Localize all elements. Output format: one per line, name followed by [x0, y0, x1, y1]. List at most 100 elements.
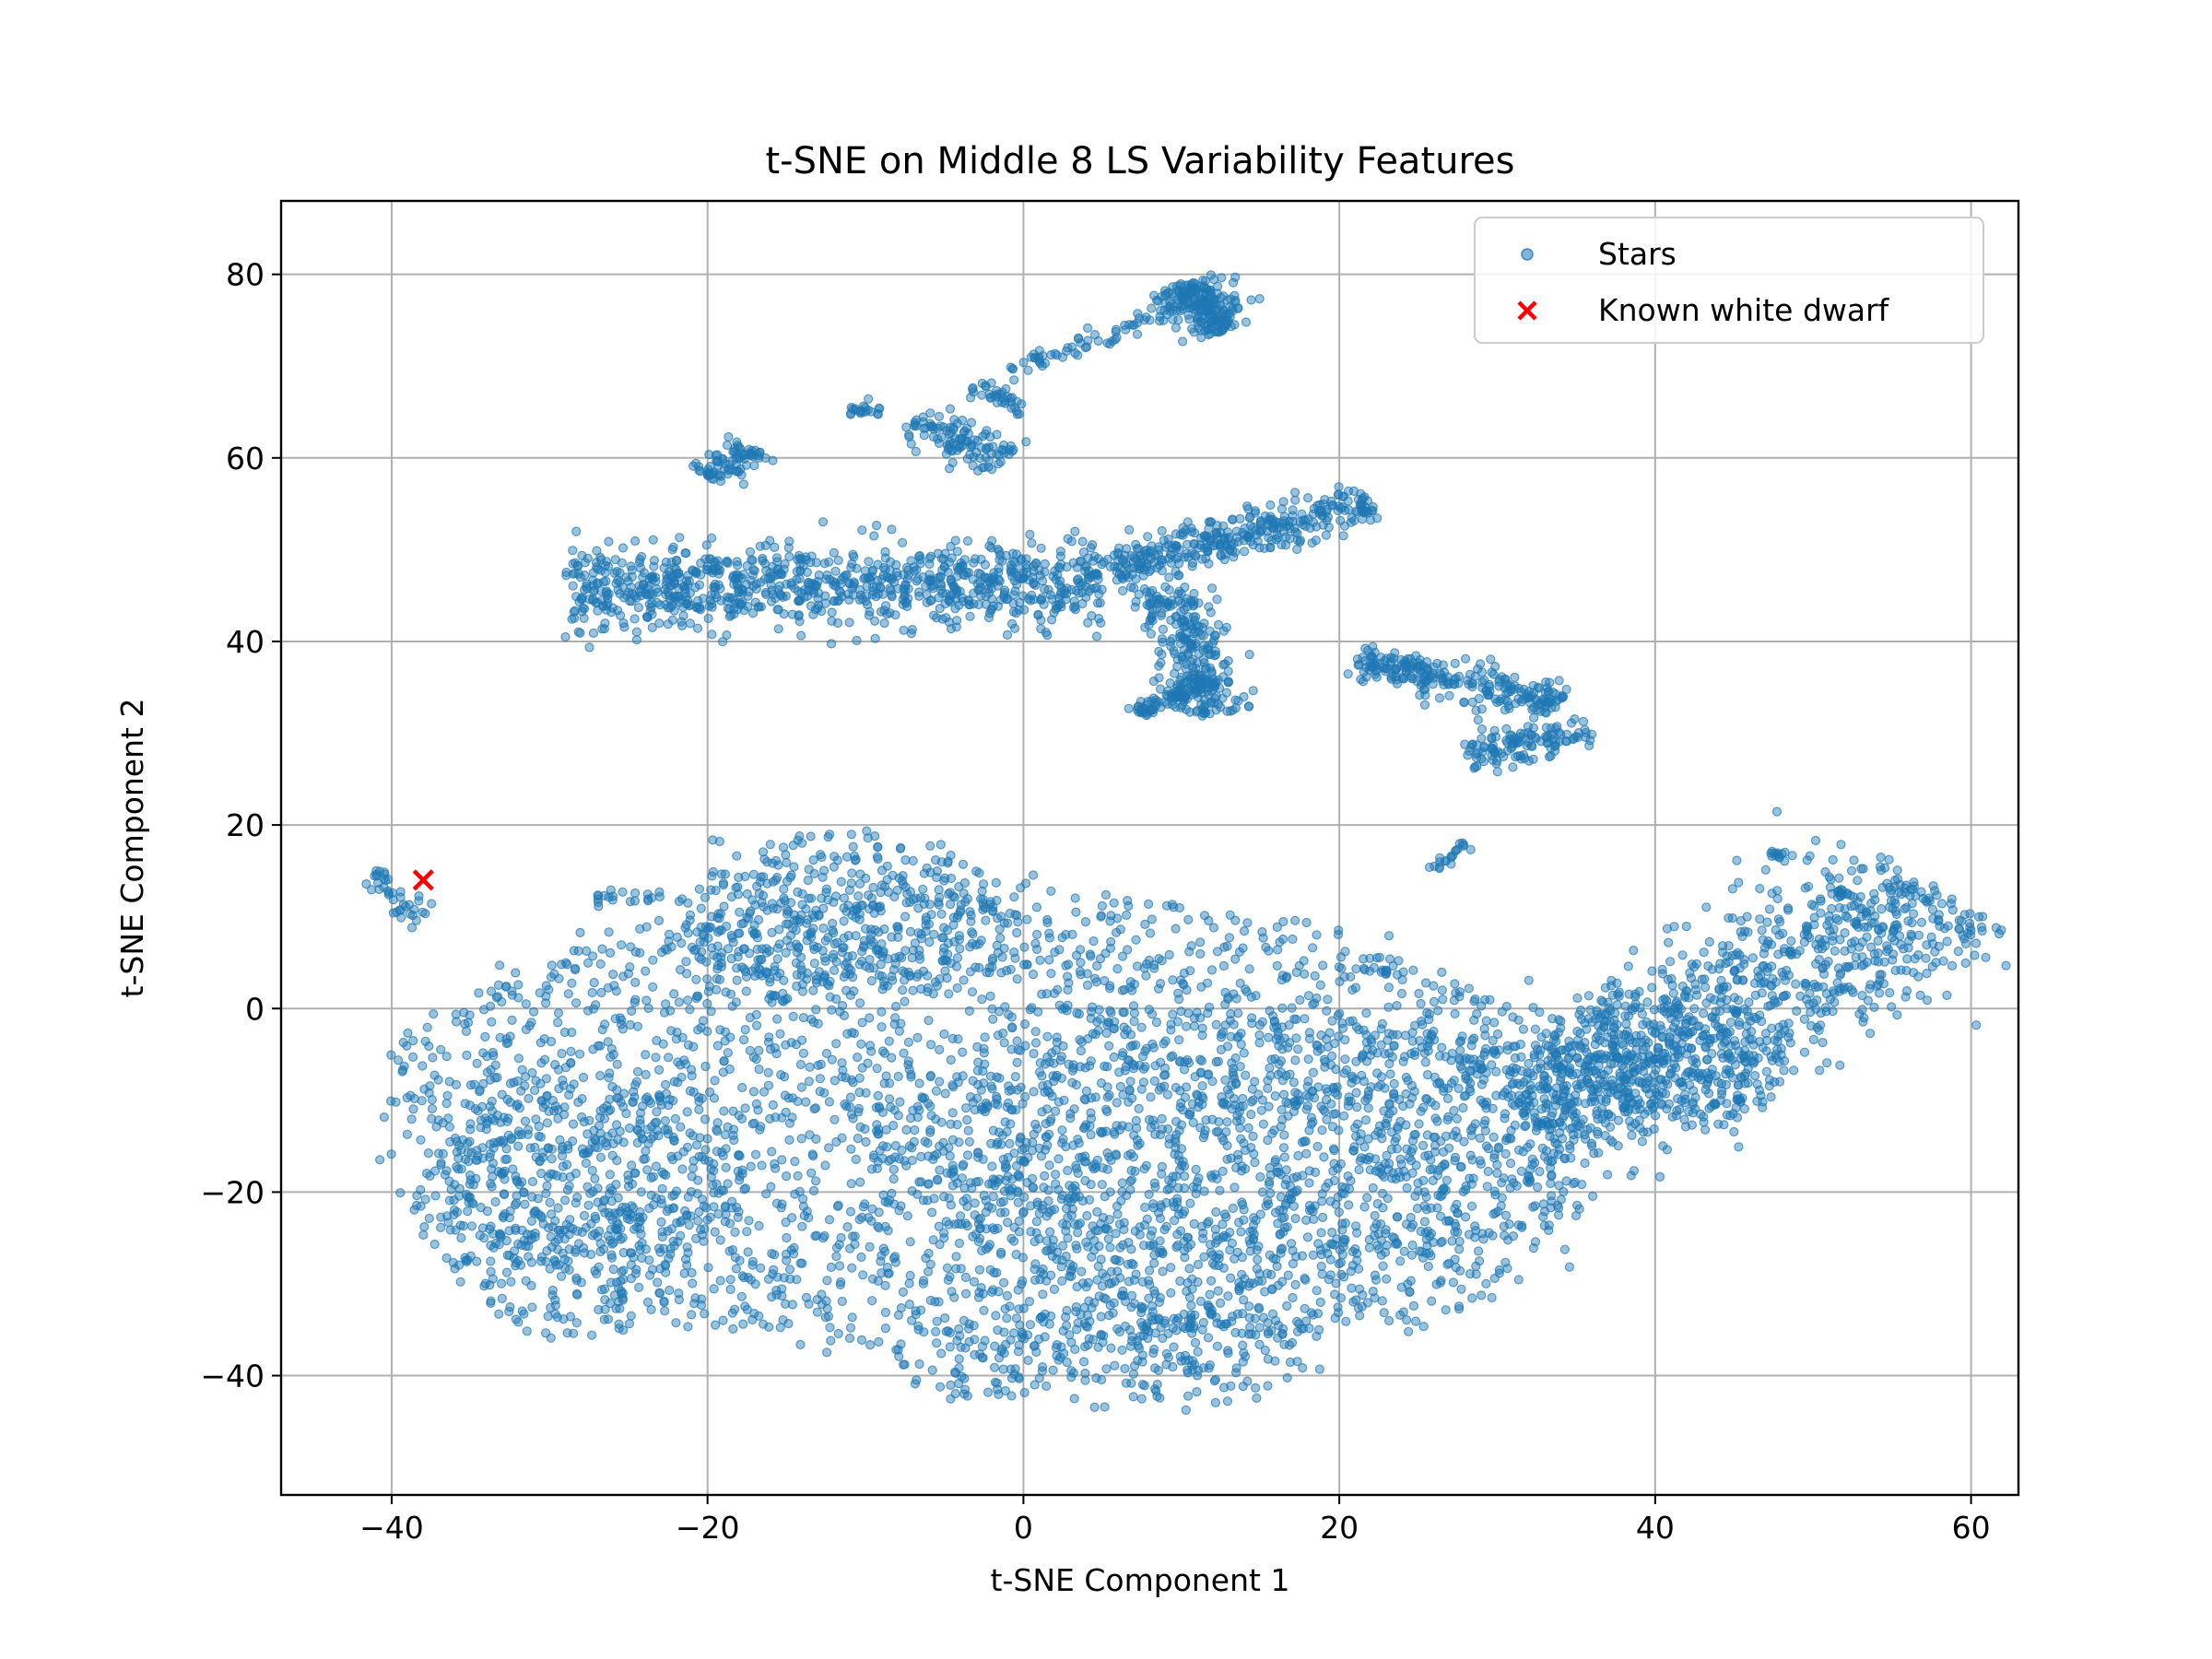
star-point: [1038, 1264, 1048, 1275]
star-point: [1359, 1025, 1369, 1035]
star-point: [1139, 1164, 1149, 1174]
star-point: [1002, 1218, 1013, 1228]
star-point: [877, 1153, 888, 1164]
star-point: [962, 1150, 973, 1160]
star-point: [540, 1328, 551, 1338]
star-point: [761, 1189, 771, 1199]
star-point: [923, 1266, 934, 1277]
star-point: [677, 1072, 687, 1082]
star-point: [1090, 1029, 1100, 1040]
star-point: [947, 1080, 958, 1090]
star-point: [759, 872, 769, 882]
star-point: [1235, 1061, 1245, 1072]
star-point: [1136, 1022, 1147, 1032]
star-point: [1123, 945, 1133, 955]
star-point: [1135, 1230, 1145, 1240]
star-point: [844, 1243, 855, 1253]
star-point: [856, 1039, 866, 1049]
star-point: [549, 1059, 560, 1070]
star-point: [795, 1059, 806, 1070]
star-point: [1580, 1158, 1590, 1169]
star-point: [1559, 1153, 1570, 1163]
star-point: [1568, 1179, 1579, 1189]
star-point: [1339, 1068, 1349, 1078]
star-point: [1157, 1161, 1168, 1172]
star-point: [627, 1248, 637, 1258]
star-point: [1012, 927, 1022, 938]
star-point: [963, 1125, 973, 1135]
star-point: [796, 1082, 807, 1092]
star-point: [625, 962, 635, 972]
star-point: [1242, 1376, 1253, 1386]
star-point: [1141, 971, 1151, 981]
star-point: [935, 1165, 945, 1175]
star-point: [1161, 900, 1172, 911]
star-point: [881, 1124, 891, 1135]
star-point: [699, 1201, 709, 1211]
star-point: [1238, 1199, 1248, 1210]
star-point: [822, 1303, 832, 1314]
star-point: [1375, 1080, 1386, 1090]
star-point: [1346, 1175, 1356, 1186]
star-point: [568, 1223, 578, 1234]
star-point: [854, 1087, 865, 1098]
star-point: [1467, 1293, 1477, 1303]
star-point: [1317, 1212, 1328, 1223]
star-point: [1689, 1004, 1700, 1014]
star-point: [1250, 1158, 1260, 1168]
star-point: [741, 971, 752, 982]
star-point: [1471, 1269, 1481, 1279]
star-point: [782, 857, 792, 868]
star-point: [1144, 1265, 1155, 1276]
star-point: [639, 1154, 649, 1164]
star-point: [1547, 1156, 1558, 1166]
star-point: [1086, 1013, 1096, 1024]
star-point: [1106, 1266, 1116, 1277]
star-point: [1065, 1330, 1075, 1340]
star-point: [540, 1100, 550, 1110]
star-point: [1254, 1030, 1265, 1041]
star-point: [925, 841, 935, 851]
star-point: [1195, 948, 1206, 959]
star-point: [697, 1093, 707, 1103]
star-point: [1117, 1178, 1127, 1188]
star-point: [931, 1326, 941, 1336]
star-point: [1117, 951, 1128, 961]
star-point: [526, 1216, 537, 1226]
star-point: [1332, 1234, 1342, 1244]
star-point: [1489, 1018, 1500, 1028]
star-point: [1019, 942, 1030, 952]
star-point: [895, 843, 906, 853]
star-point: [1414, 1119, 1424, 1129]
star-point: [1189, 1021, 1200, 1031]
star-point: [1041, 1118, 1051, 1129]
star-point: [1779, 1065, 1789, 1076]
star-point: [1179, 1245, 1190, 1256]
star-point: [1500, 1113, 1510, 1124]
star-point: [953, 1034, 963, 1044]
star-point: [1222, 1140, 1232, 1151]
star-point: [494, 960, 505, 971]
star-point: [888, 1164, 899, 1175]
star-point: [959, 1196, 969, 1206]
star-point: [560, 958, 571, 968]
star-point: [766, 1182, 776, 1192]
star-point: [589, 1125, 599, 1135]
star-point: [1043, 1185, 1053, 1195]
star-point: [465, 1100, 475, 1111]
star-point: [940, 873, 950, 883]
star-point: [1424, 1037, 1435, 1048]
star-point: [562, 1328, 572, 1338]
star-point: [1159, 1070, 1170, 1080]
star-point: [1139, 1381, 1150, 1391]
star-point: [669, 1077, 679, 1087]
star-point: [1405, 1287, 1415, 1297]
star-point: [1083, 1277, 1094, 1288]
star-point: [679, 1268, 689, 1278]
star-point: [1138, 1077, 1149, 1088]
star-point: [852, 1052, 863, 1063]
star-point: [1340, 947, 1350, 957]
star-point: [555, 1135, 565, 1146]
star-point: [858, 1270, 868, 1280]
star-point: [748, 1087, 759, 1097]
